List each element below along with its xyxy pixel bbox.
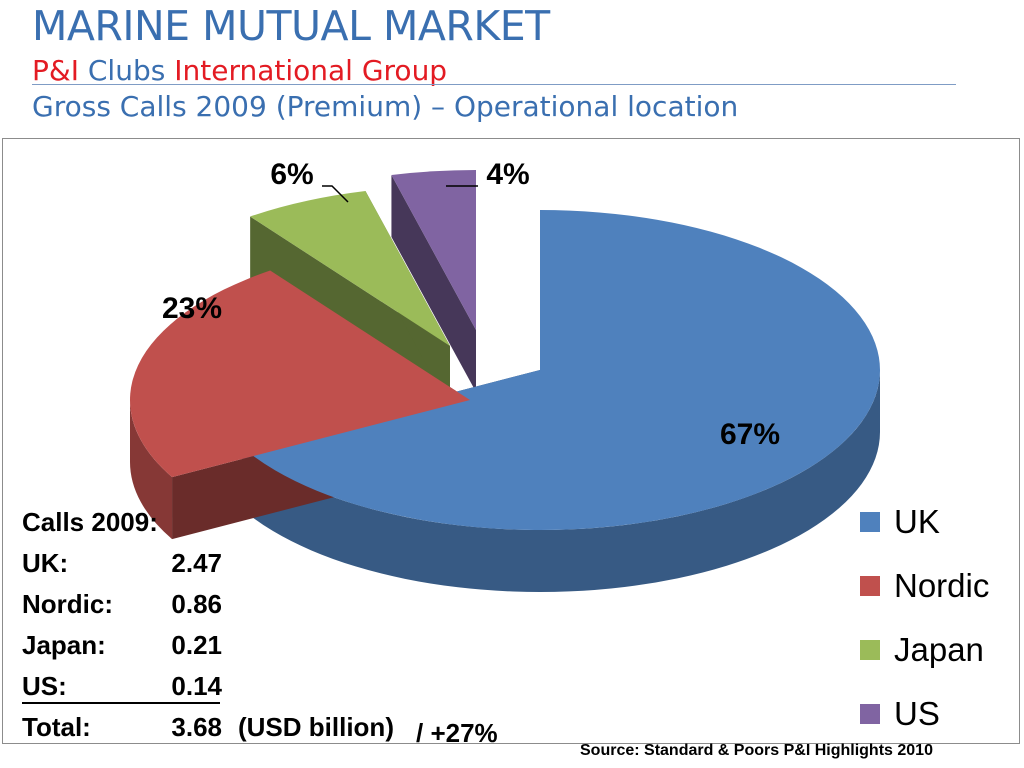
- slice-label-uk: 67%: [720, 418, 780, 451]
- chart-subtitle: Gross Calls 2009 (Premium) – Operational…: [32, 90, 739, 123]
- slice-japan: [250, 191, 450, 346]
- legend-label-us: US: [894, 695, 940, 732]
- legend-swatch-nordic: [860, 576, 880, 596]
- calls-label-uk: UK:: [22, 548, 69, 578]
- slice-label-us: 4%: [486, 158, 529, 191]
- leader-line-japan: [322, 185, 349, 203]
- slice-nordic: [129, 270, 470, 478]
- subtitle-clubs: Clubs: [78, 54, 175, 87]
- chart-frame: [2, 138, 1020, 744]
- slice-us-depth: [391, 175, 476, 392]
- source-note: Source: Standard & Poors P&I Highlights …: [580, 742, 933, 759]
- pie-slices: [129, 170, 880, 593]
- chart-legend: UK Nordic Japan US: [860, 490, 989, 746]
- legend-item-uk: UK: [860, 490, 989, 554]
- header-divider: [32, 84, 956, 85]
- legend-label-nordic: Nordic: [894, 567, 990, 604]
- calls-value-us: 0.14: [171, 671, 222, 701]
- legend-swatch-uk: [860, 512, 880, 532]
- legend-item-japan: Japan: [860, 618, 989, 682]
- slice-label-japan: 6%: [270, 158, 313, 191]
- calls-unit: (USD billion): [238, 712, 394, 742]
- legend-label-uk: UK: [894, 503, 940, 540]
- calls-value-uk: 2.47: [171, 548, 222, 578]
- legend-swatch-us: [860, 704, 880, 724]
- legend-swatch-japan: [860, 640, 880, 660]
- slice-us: [391, 170, 476, 330]
- slice-label-nordic: 23%: [162, 292, 222, 325]
- calls-growth: / +27%: [416, 718, 498, 748]
- legend-item-nordic: Nordic: [860, 554, 989, 618]
- page-title: MARINE MUTUAL MARKET: [32, 2, 550, 50]
- calls-value-nordic: 0.86: [171, 589, 222, 619]
- calls-heading: Calls 2009:: [22, 507, 158, 537]
- calls-label-total: Total:: [22, 712, 91, 742]
- pie-labels: 67% 23% 6% 4%: [162, 158, 780, 451]
- calls-label-us: US:: [22, 671, 67, 701]
- subtitle-international-group: International Group: [174, 54, 448, 87]
- calls-sum-underline: [22, 702, 220, 704]
- subtitle-pi: P&I: [32, 54, 79, 87]
- calls-value-total: 3.68: [171, 712, 222, 742]
- slice-uk: [242, 210, 880, 530]
- calls-label-japan: Japan:: [22, 630, 106, 660]
- calls-value-japan: 0.21: [171, 630, 222, 660]
- legend-label-japan: Japan: [894, 631, 984, 668]
- legend-item-us: US: [860, 682, 989, 746]
- page-subtitle: P&I Clubs International Group: [32, 54, 447, 88]
- calls-label-nordic: Nordic:: [22, 589, 113, 619]
